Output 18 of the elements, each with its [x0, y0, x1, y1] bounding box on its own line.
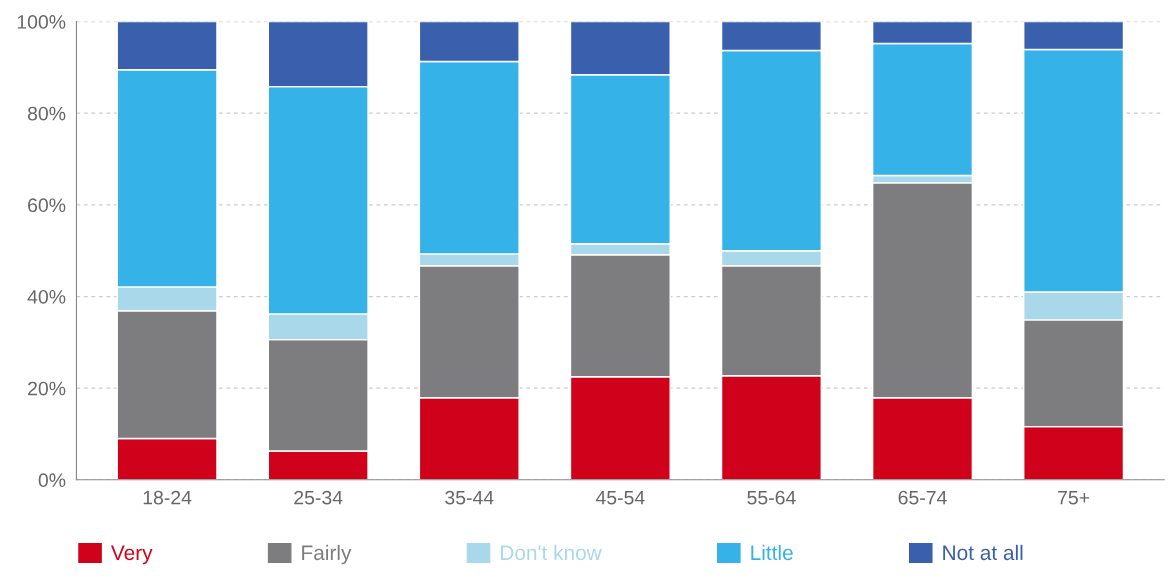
x-tick-label: 25-34 — [294, 490, 343, 505]
x-tick-label: 35-44 — [445, 490, 494, 505]
legend-label: Fairly — [302, 544, 352, 565]
legend-label: Little — [751, 544, 793, 561]
legend-label: Very — [110, 545, 153, 565]
x-tick-label: 65-74 — [898, 490, 947, 505]
y-tick-label: 40% — [27, 289, 66, 304]
y-tick-label: 20% — [28, 381, 66, 396]
y-tick-label: 60% — [28, 198, 66, 213]
y-tick-label: 100% — [17, 15, 66, 29]
x-tick-label: 45-54 — [595, 490, 645, 505]
legend-label: Don't know — [501, 544, 602, 561]
x-tick-label: 75+ — [1058, 490, 1090, 505]
y-tick-label: 0% — [38, 473, 66, 488]
x-tick-label: 55-64 — [747, 490, 796, 505]
legend-label: Not at all — [943, 544, 1023, 561]
x-tick-label: 18-24 — [143, 490, 192, 505]
y-tick-label: 80% — [27, 106, 66, 121]
